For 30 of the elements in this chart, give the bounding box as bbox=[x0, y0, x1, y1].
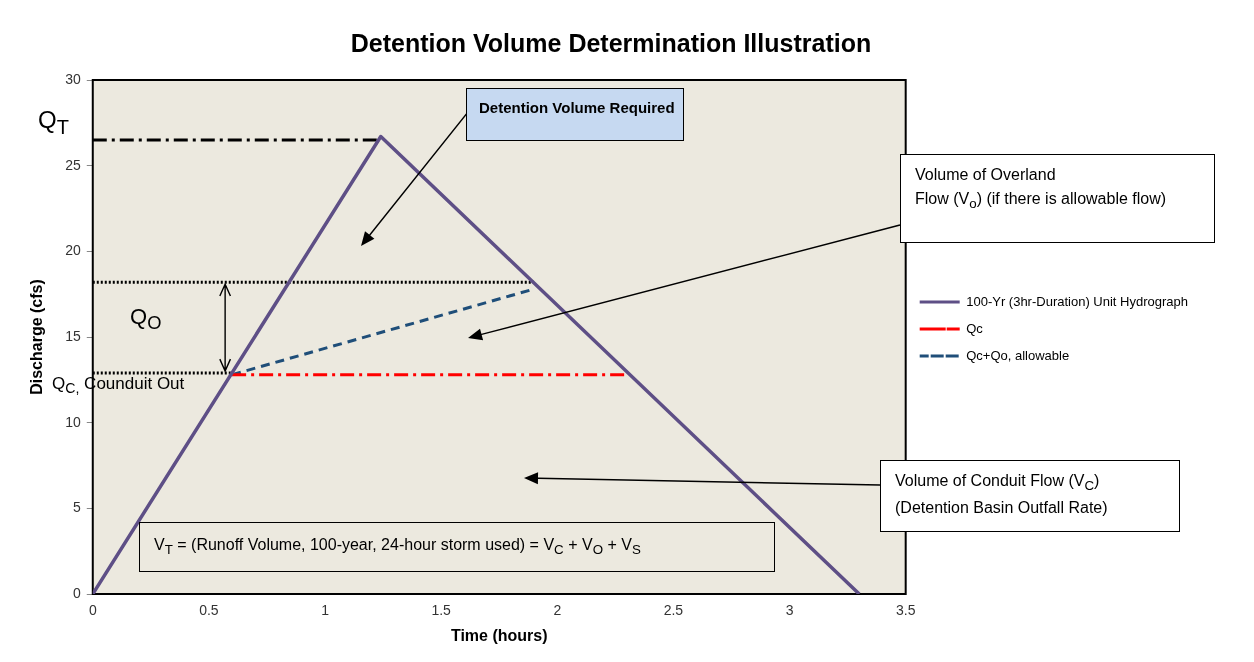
legend-label: Qc bbox=[966, 320, 984, 336]
y-tick-label: 0 bbox=[72, 584, 81, 601]
x-tick-label: 0 bbox=[88, 602, 97, 619]
x-tick-label: 0.5 bbox=[199, 602, 219, 619]
y-tick-label: 15 bbox=[65, 327, 81, 344]
legend-label: 100-Yr (3hr-Duration) Unit Hydrograph bbox=[966, 293, 1188, 309]
label-box: Volume of Overland Flow (V$_{o}$) (if there is allowable flow) bbox=[900, 154, 1215, 243]
x-tick-label: 3 bbox=[785, 602, 794, 619]
y-axis-title: Discharge (cfs) bbox=[28, 279, 46, 395]
annotation: Volume of Conduit Flow (V$_{C}$) (Detention Basin Outfall Rate) bbox=[895, 471, 1108, 519]
y-tick-label: 20 bbox=[65, 242, 81, 259]
label-box: Volume of Conduit Flow (V$_{C}$) (Detention Basin Outfall Rate) bbox=[880, 460, 1180, 532]
x-tick-label: 2.5 bbox=[663, 602, 684, 619]
label-box: Detention Volume Required bbox=[466, 88, 684, 141]
y-tick-label: 10 bbox=[65, 413, 81, 430]
x-tick-label: 1.5 bbox=[431, 602, 452, 619]
y-tick-label: 25 bbox=[65, 156, 81, 173]
y-tick-label: 5 bbox=[72, 499, 81, 516]
y-tick-label: 30 bbox=[65, 70, 81, 87]
x-tick-label: 2 bbox=[553, 602, 562, 619]
text: Q$_{T}$ bbox=[38, 106, 69, 138]
x-tick-label: 1 bbox=[321, 602, 330, 619]
annotation: Q$_{O}$ bbox=[130, 304, 162, 334]
legend-label: Qc+Qo, allowable bbox=[966, 347, 1070, 363]
chart-title: Detention Volume Determination Illustration bbox=[350, 28, 872, 57]
annotation: Detention Volume Required bbox=[479, 98, 675, 118]
label-box: V$_{T}$ = (Runoff Volume, 100-year, 24-hour storm used) = V$_{C}$ + V$_{O}$ + V$_{S}$ bbox=[139, 522, 775, 572]
annotation: V$_{T}$ = (Runoff Volume, 100-year, 24-hour storm used) = V$_{C}$ + V$_{O}$ + V$_{S}$ bbox=[154, 535, 641, 560]
x-axis-title: Time (hours) bbox=[450, 626, 548, 644]
x-tick-label: 3.5 bbox=[895, 602, 916, 619]
